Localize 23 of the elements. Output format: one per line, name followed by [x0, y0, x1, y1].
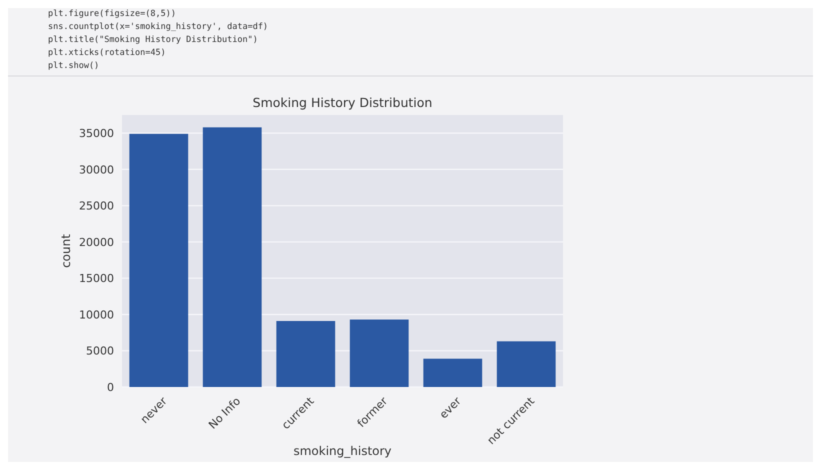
text: plt.xticks(rotation=45) [48, 48, 166, 58]
y-tick-label: 0 [107, 380, 114, 394]
text: sns.countplot(x='smoking_history', data=df) [48, 22, 268, 32]
bar [276, 320, 336, 387]
bar [350, 320, 409, 387]
y-tick-label: 25000 [79, 200, 114, 213]
x-tick-label: No Info [206, 394, 244, 432]
y-tick-label: 35000 [79, 126, 114, 140]
bar [496, 341, 556, 387]
y-tick-label: 20000 [79, 236, 114, 249]
y-tick-label: 5000 [86, 344, 114, 358]
bar [423, 358, 482, 387]
y-tick-label: 30000 [79, 163, 114, 176]
y-axis-title: count [59, 234, 73, 268]
text: plt.title("Smoking History Distribution") [48, 35, 258, 45]
y-tick-label: 15000 [79, 272, 114, 286]
bar [202, 127, 262, 387]
bar [129, 134, 188, 387]
x-axis-title: smoking_history [293, 444, 392, 458]
text: plt.show() [48, 61, 100, 71]
chart-title: Smoking History Distribution [252, 95, 432, 110]
y-tick-label: 10000 [79, 308, 114, 322]
text: plt.figure(figsize=(8,5)) [48, 9, 176, 19]
